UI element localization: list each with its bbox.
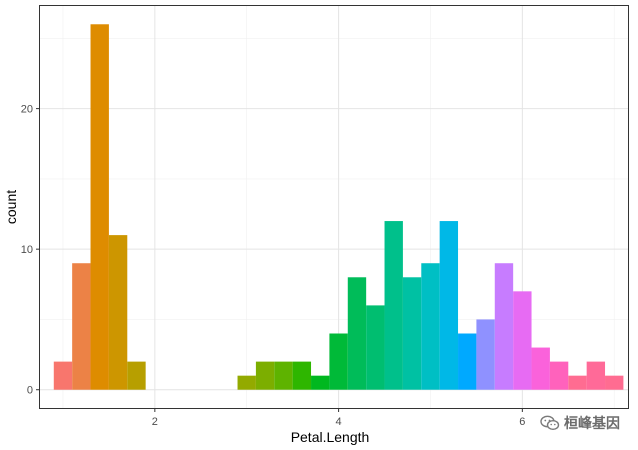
bars (53, 24, 624, 390)
histogram-bar (384, 221, 403, 390)
histogram-bar (90, 24, 109, 390)
histogram-bar (292, 361, 312, 390)
histogram-bar (127, 361, 146, 390)
y-tick-label: 20 (21, 104, 33, 116)
axes: 2 4 6 0 10 20 (21, 104, 526, 428)
histogram-bar (605, 375, 624, 390)
histogram-bar (72, 263, 91, 390)
y-axis-label: count (3, 190, 19, 224)
watermark-text: 桓峰基因 (564, 416, 620, 432)
histogram-bar (549, 361, 569, 390)
histogram-bar (586, 361, 606, 390)
histogram-bar (476, 319, 495, 390)
histogram-bar (494, 263, 514, 390)
y-tick-label: 10 (21, 244, 33, 256)
histogram-bar (439, 221, 459, 390)
histogram-bar (53, 361, 73, 390)
x-tick-label: 4 (336, 416, 342, 428)
histogram-bar (255, 361, 275, 390)
histogram-bar (513, 291, 532, 390)
histogram-bar (421, 263, 440, 390)
histogram-bar (329, 333, 348, 390)
histogram-bar (108, 235, 128, 390)
histogram-bar (568, 375, 587, 390)
x-tick-label: 2 (152, 416, 158, 428)
histogram-bar (274, 361, 293, 390)
histogram-bar (402, 277, 422, 390)
x-axis-label: Petal.Length (291, 429, 370, 445)
histogram-bar (311, 375, 330, 390)
y-tick-label: 0 (27, 385, 33, 397)
grid (40, 6, 628, 408)
histogram-bar (458, 333, 477, 390)
histogram-bar (366, 305, 385, 390)
histogram-bar (347, 277, 367, 390)
histogram-bar (531, 347, 550, 390)
wechat-icon (540, 415, 560, 431)
x-tick-label: 6 (519, 416, 525, 428)
histogram-bar (237, 375, 256, 390)
watermark: 桓峰基因 (540, 413, 620, 433)
